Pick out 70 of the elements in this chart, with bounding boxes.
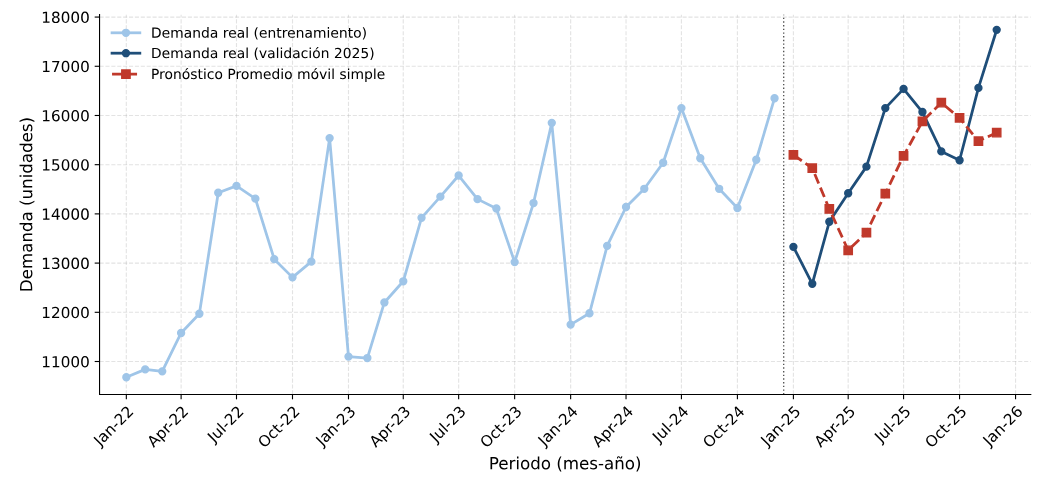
point (232, 181, 241, 191)
point (251, 194, 260, 203)
point (992, 25, 1001, 35)
point (880, 188, 891, 199)
point (585, 309, 594, 318)
point (176, 328, 186, 338)
point (492, 204, 501, 213)
point (288, 273, 297, 282)
y-tick-label: 15000 (42, 159, 89, 171)
point (566, 320, 575, 329)
point (752, 155, 761, 164)
point (770, 94, 779, 103)
point (789, 242, 798, 252)
point (344, 352, 353, 361)
point (380, 298, 389, 307)
x-axis-title: Periodo (mes-año) (490, 456, 641, 472)
y-tick-label: 13000 (42, 257, 89, 270)
point (898, 150, 909, 161)
point (808, 279, 817, 288)
point (899, 84, 908, 94)
point (158, 367, 167, 376)
point (529, 198, 538, 208)
point (954, 113, 965, 123)
point (195, 309, 204, 318)
point (844, 189, 853, 198)
point (918, 107, 927, 117)
point (714, 184, 724, 193)
y-tick-label: 11000 (42, 355, 89, 368)
point (825, 217, 834, 226)
point (881, 103, 890, 113)
point (824, 204, 835, 214)
point (547, 118, 556, 128)
point (677, 103, 686, 113)
y-tick-label: 16000 (42, 109, 89, 122)
point (974, 83, 983, 93)
point (788, 149, 799, 160)
point (807, 163, 818, 173)
point (214, 188, 223, 197)
point (696, 154, 705, 163)
point (621, 202, 631, 212)
point (973, 136, 984, 146)
point (399, 277, 408, 286)
y-tick-label: 14000 (42, 208, 89, 220)
legend-label: Demanda real (entrenamiento) (152, 27, 366, 40)
point (733, 203, 742, 213)
point (955, 156, 964, 165)
point (454, 171, 463, 180)
point (436, 192, 445, 201)
point (936, 97, 947, 108)
point (417, 213, 426, 222)
point (122, 373, 131, 382)
point (307, 257, 316, 266)
point (640, 184, 649, 193)
point (363, 353, 372, 363)
point (141, 365, 150, 374)
point (325, 133, 334, 143)
y-axis-title: Demanda (unidades) (19, 118, 35, 291)
y-tick-label: 12000 (42, 306, 89, 319)
legend-label: Demanda real (validación 2025) (152, 46, 374, 60)
point (602, 241, 612, 251)
point (473, 194, 482, 204)
point (843, 245, 854, 256)
y-tick-label: 18000 (42, 11, 89, 24)
legend-label: Pronóstico Promedio móvil simple (152, 67, 385, 82)
point (937, 147, 946, 156)
y-tick-label: 17000 (42, 60, 89, 73)
point (658, 158, 668, 167)
point (991, 127, 1002, 138)
point (270, 254, 279, 264)
point (862, 162, 871, 171)
